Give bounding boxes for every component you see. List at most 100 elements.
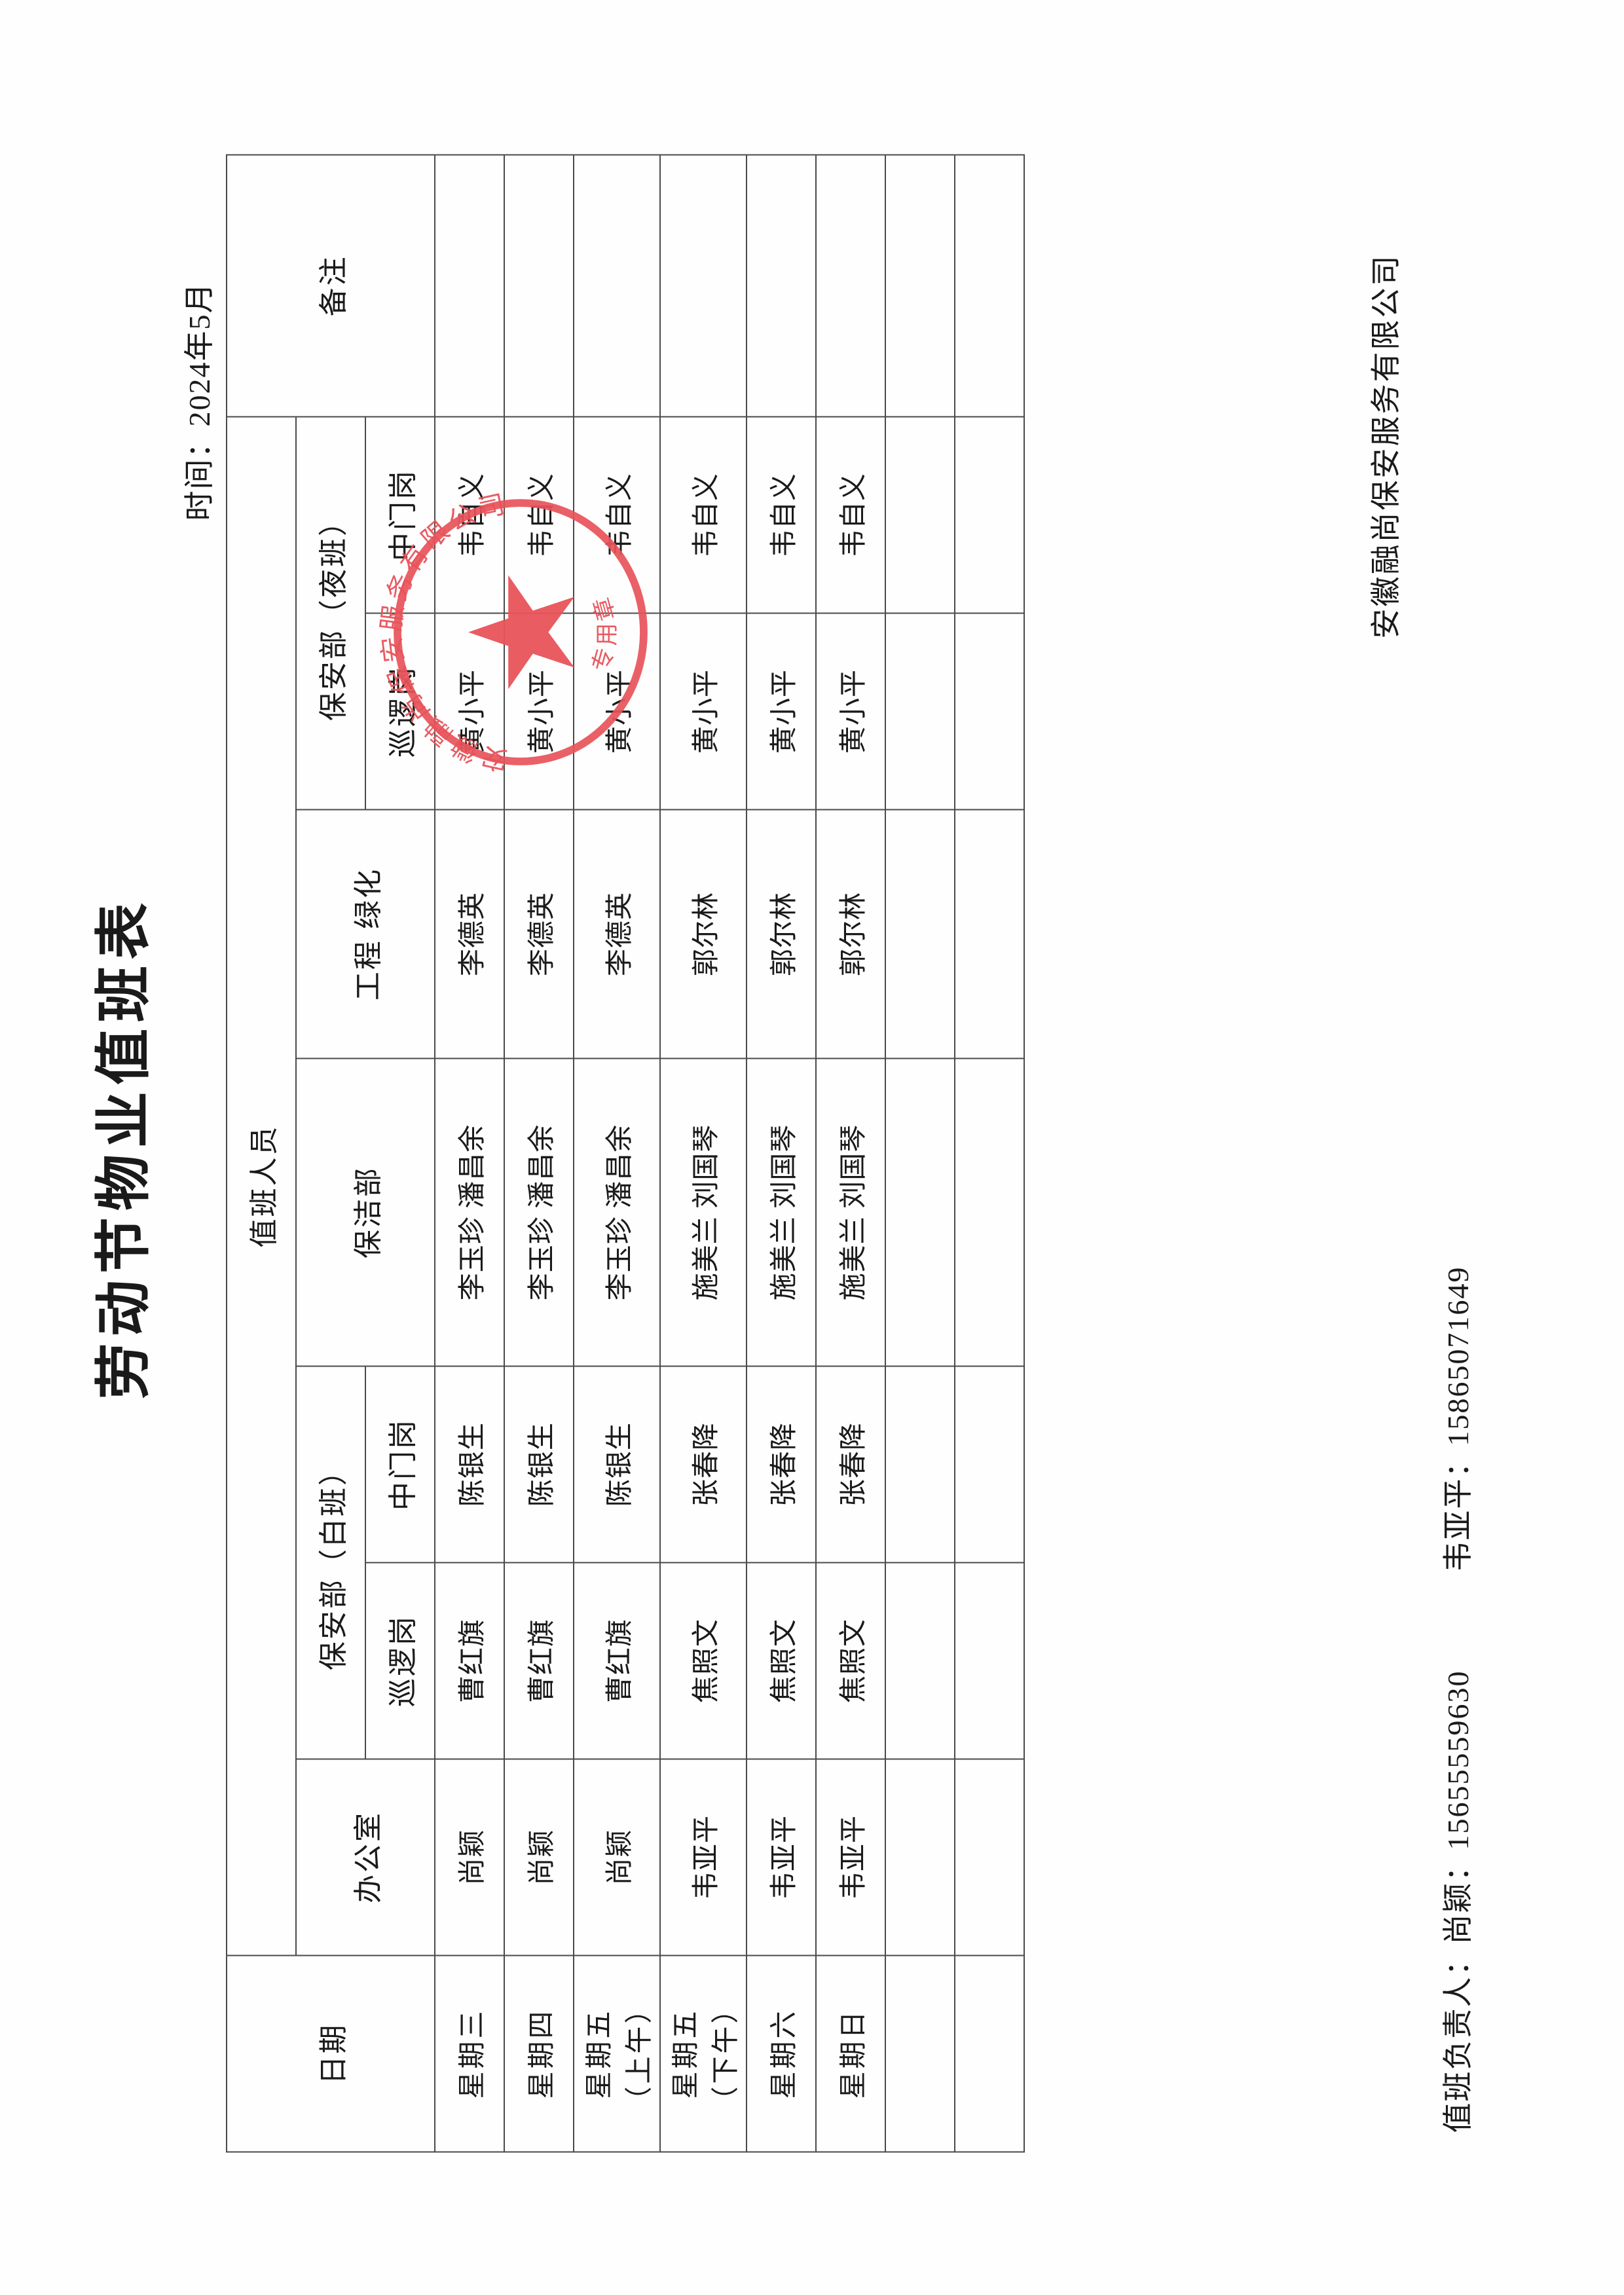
company-name: 安徽融尚保安服务有限公司 [1369,253,1403,638]
cell-date: 星期六 [747,1955,816,2152]
cell-date [955,1955,1024,2152]
header-sec-day-patrol: 巡逻岗 [365,1562,435,1759]
cell-cleaning: 施美兰 刘国琴 [660,1058,747,1366]
header-cleaning: 保洁部 [296,1058,435,1366]
cell-engineering [885,809,955,1058]
cell-sec-day-patrol: 焦照文 [747,1562,816,1759]
header-sec-night-patrol: 巡逻岗 [365,613,435,809]
cell-office: 尚颖 [435,1759,504,1955]
table-row: 星期五 （上午） 尚颖 曹红旗 陈银生 李玉珍 潘昌余 李德英 黄小平 韦自义 [574,154,660,2152]
cell-sec-night-gate: 韦自义 [574,416,660,613]
table-header-dept-row: 办公室 保安部（白班） 保洁部 工程 绿化 保安部（夜班） [296,155,435,2152]
cell-sec-night-gate: 韦自义 [504,416,574,613]
cell-sec-day-gate: 张春降 [660,1366,747,1562]
cell-cleaning: 施美兰 刘国琴 [747,1058,816,1366]
cell-sec-day-patrol [955,1562,1024,1759]
cell-date: 星期三 [435,1955,504,2152]
cell-sec-day-gate: 陈银生 [435,1366,504,1562]
document-date: 时间：2024年5月 [183,282,216,521]
table-row: 星期三 尚颖 曹红旗 陈银生 李玉珍 潘昌余 李德英 黄小平 韦自义 [435,154,504,2152]
table-header-group-row: 日期 值班人员 备注 [227,154,435,2152]
table-row [885,154,955,2152]
cell-engineering: 郭尔林 [747,809,816,1058]
cell-sec-day-gate: 张春降 [816,1366,885,1562]
cell-date [885,1955,955,2152]
cell-sec-day-gate [885,1366,955,1562]
cell-sec-night-patrol: 黄小平 [816,613,885,809]
cell-sec-night-patrol [885,613,955,809]
cell-sec-day-patrol: 曹红旗 [574,1562,660,1759]
cell-cleaning: 李玉珍 潘昌余 [574,1058,660,1366]
header-sec-night-gate: 中门岗 [365,416,435,613]
cell-remark [660,154,747,416]
cell-engineering: 郭尔林 [816,809,885,1058]
table-head: 日期 值班人员 备注 办公室 保安部（白班） 保洁部 工程 绿化 保安部（夜班） [227,154,435,2152]
cell-remark [747,154,816,416]
cell-remark [816,154,885,416]
cell-office [885,1759,955,1955]
cell-remark [435,154,504,416]
duty-roster-table: 日期 值班人员 备注 办公室 保安部（白班） 保洁部 工程 绿化 保安部（夜班） [226,154,1025,2152]
cell-cleaning: 李玉珍 潘昌余 [504,1058,574,1366]
table-row [955,154,1024,2152]
cell-cleaning [955,1058,1024,1366]
cell-cleaning: 施美兰 刘国琴 [816,1058,885,1366]
cell-sec-night-gate [955,416,1024,613]
cell-engineering: 李德英 [504,809,574,1058]
header-office: 办公室 [296,1759,435,1955]
cell-sec-day-gate: 张春降 [747,1366,816,1562]
cell-office: 韦亚平 [747,1759,816,1955]
header-security-day-group: 保安部（白班） [296,1366,365,1759]
table-row: 星期五 （下午） 韦亚平 焦照文 张春降 施美兰 刘国琴 郭尔林 黄小平 韦自义 [660,154,747,2152]
cell-sec-day-gate [955,1366,1024,1562]
cell-sec-day-patrol [885,1562,955,1759]
supervisor-contact-1: 尚颖：15655559630 [1441,1670,1475,1944]
cell-office: 韦亚平 [660,1759,747,1955]
cell-cleaning: 李玉珍 潘昌余 [435,1058,504,1366]
table-row: 星期四 尚颖 曹红旗 陈银生 李玉珍 潘昌余 李德英 黄小平 韦自义 [504,154,574,2152]
cell-sec-night-patrol: 黄小平 [574,613,660,809]
cell-sec-day-patrol: 曹红旗 [435,1562,504,1759]
cell-sec-night-gate [885,416,955,613]
cell-engineering: 李德英 [574,809,660,1058]
cell-date: 星期日 [816,1955,885,2152]
cell-office: 韦亚平 [816,1759,885,1955]
cell-sec-night-gate: 韦自义 [660,416,747,613]
cell-office [955,1759,1024,1955]
cell-remark [574,154,660,416]
cell-date: 星期五 （上午） [574,1955,660,2152]
cell-sec-night-patrol: 黄小平 [747,613,816,809]
duty-roster-table-container: 日期 值班人员 备注 办公室 保安部（白班） 保洁部 工程 绿化 保安部（夜班） [226,154,1025,2152]
supervisor-contact-2: 韦亚平：15865071649 [1441,1266,1475,1571]
table-row: 星期日 韦亚平 焦照文 张春降 施美兰 刘国琴 郭尔林 黄小平 韦自义 [816,154,885,2152]
supervisor-label: 值班负责人： [1441,1944,1475,2133]
header-engineering: 工程 绿化 [296,809,435,1058]
cell-date: 星期四 [504,1955,574,2152]
cell-engineering [955,809,1024,1058]
header-security-night-group: 保安部（夜班） [296,416,365,809]
cell-sec-day-patrol: 曹红旗 [504,1562,574,1759]
cell-cleaning [885,1058,955,1366]
header-personnel-group: 值班人员 [227,416,296,1955]
cell-sec-day-patrol: 焦照文 [816,1562,885,1759]
cell-sec-day-patrol: 焦照文 [660,1562,747,1759]
cell-office: 尚颖 [504,1759,574,1955]
cell-sec-night-gate: 韦自义 [816,416,885,613]
cell-sec-night-gate: 韦自义 [747,416,816,613]
cell-date: 星期五 （下午） [660,1955,747,2152]
duty-supervisor-line: 值班负责人：尚颖：15655559630 韦亚平：15865071649 [1434,1266,1477,2133]
cell-sec-night-gate: 韦自义 [435,416,504,613]
cell-sec-night-patrol: 黄小平 [504,613,574,809]
cell-sec-night-patrol: 黄小平 [660,613,747,809]
cell-sec-day-gate: 陈银生 [504,1366,574,1562]
header-remarks: 备注 [227,154,435,416]
cell-sec-night-patrol: 黄小平 [435,613,504,809]
cell-sec-day-gate: 陈银生 [574,1366,660,1562]
cell-remark [504,154,574,416]
cell-engineering: 郭尔林 [660,809,747,1058]
cell-remark [885,154,955,416]
cell-engineering: 李德英 [435,809,504,1058]
